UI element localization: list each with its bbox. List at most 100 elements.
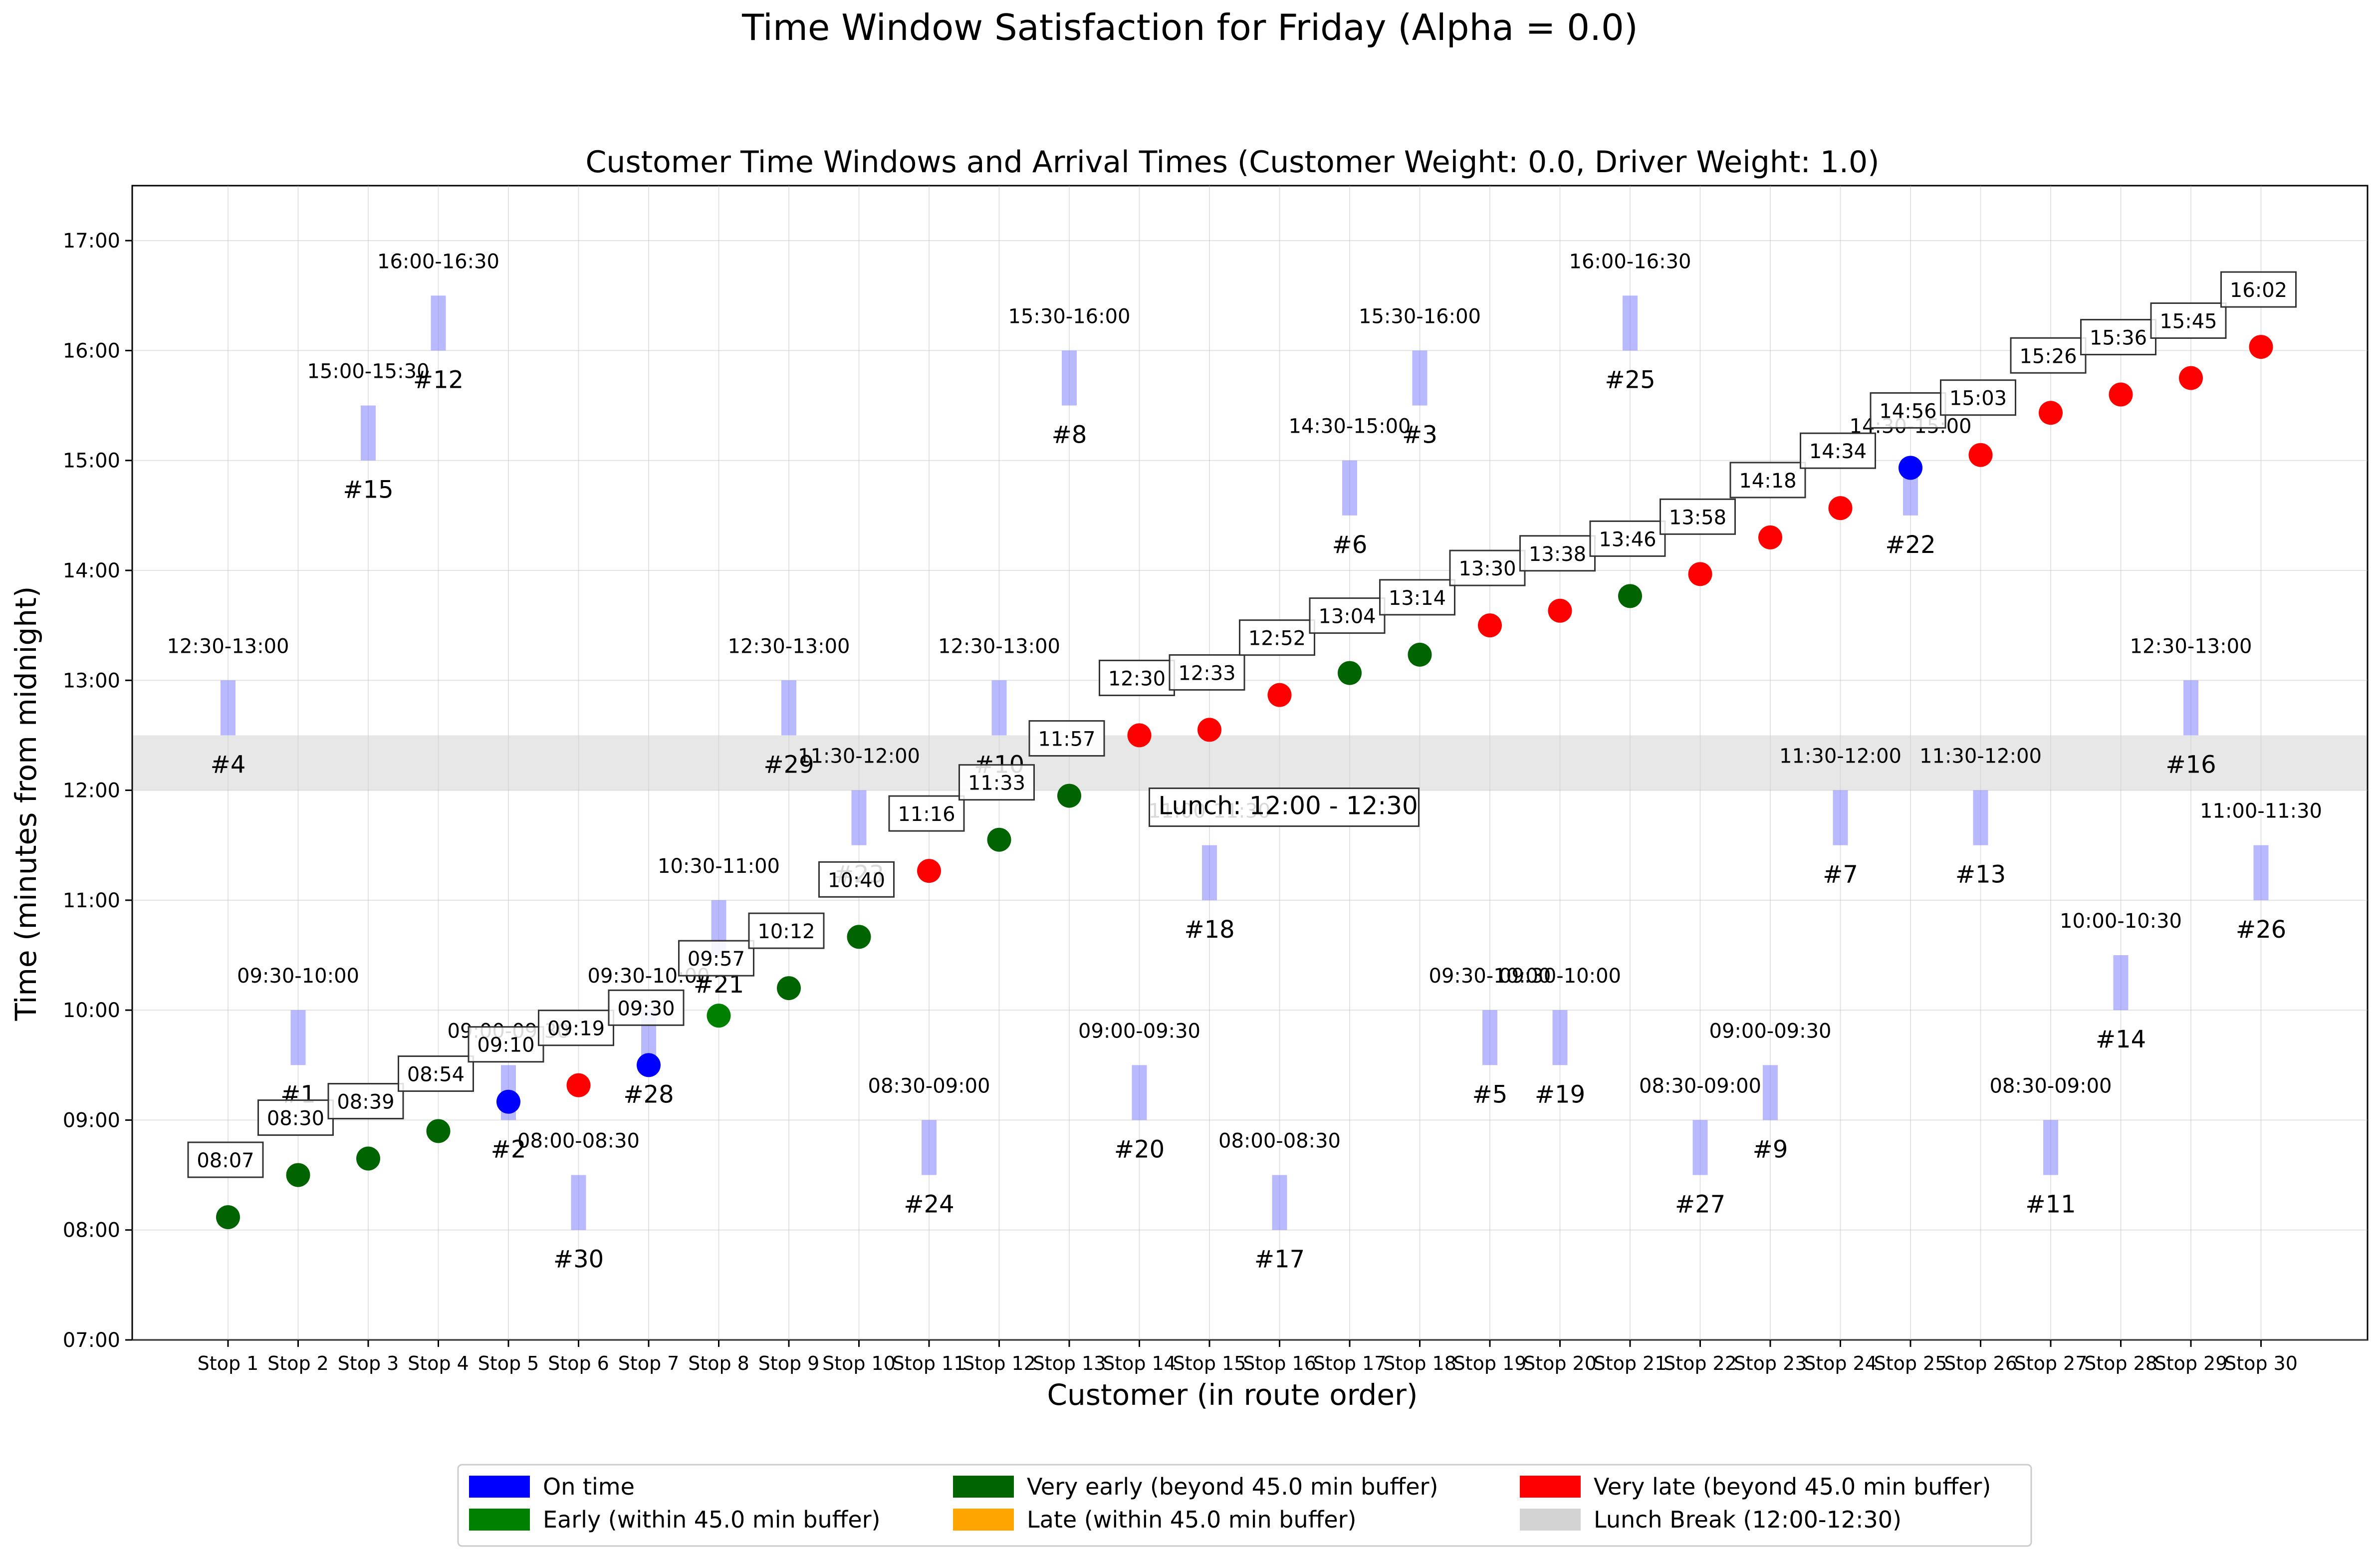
x-tick-label: Stop 2 xyxy=(267,1352,329,1374)
x-tick-label: Stop 18 xyxy=(1383,1352,1456,1374)
arrival-point xyxy=(1478,613,1502,638)
time-window-bar xyxy=(2253,845,2269,900)
arrival-time-label: 08:39 xyxy=(337,1091,394,1114)
customer-id-label: #17 xyxy=(1254,1246,1305,1274)
x-tick-label: Stop 6 xyxy=(548,1352,609,1374)
time-window-label: 09:00-09:30 xyxy=(1078,1020,1200,1042)
customer-id-label: #8 xyxy=(1052,421,1087,449)
arrival-point xyxy=(1057,783,1081,808)
arrival-time-box xyxy=(678,940,754,977)
arrival-time-label: 11:57 xyxy=(1038,728,1095,751)
legend-label: Very late (beyond 45.0 min buffer) xyxy=(1594,1473,1991,1500)
time-window-label: 15:30-16:00 xyxy=(1359,305,1481,328)
x-tick-label: Stop 29 xyxy=(2154,1352,2228,1374)
legend-label: Late (within 45.0 min buffer) xyxy=(1027,1506,1357,1533)
legend-frame xyxy=(457,1464,2032,1547)
y-tick-label: 07:00 xyxy=(63,1329,120,1352)
legend-swatch xyxy=(469,1509,530,1531)
customer-id-label: #11 xyxy=(2025,1191,2076,1219)
y-tick-label: 13:00 xyxy=(63,669,120,692)
arrival-point xyxy=(1758,525,1782,549)
x-tick-label: Stop 25 xyxy=(1874,1352,1947,1374)
arrival-point xyxy=(2249,335,2273,359)
arrival-point xyxy=(286,1163,310,1187)
customer-id-label: #18 xyxy=(1184,916,1234,944)
arrival-point xyxy=(426,1119,451,1143)
y-tick-label: 11:00 xyxy=(63,889,120,912)
arrival-time-label: 09:30 xyxy=(617,997,675,1020)
legend-swatch xyxy=(953,1476,1014,1498)
customer-id-label: #27 xyxy=(1675,1191,1725,1219)
arrival-point xyxy=(707,1004,731,1028)
arrival-time-label: 16:02 xyxy=(2230,279,2287,302)
legend-label: Early (within 45.0 min buffer) xyxy=(543,1506,881,1533)
arrival-time-label: 13:38 xyxy=(1529,543,1586,566)
customer-id-label: #30 xyxy=(553,1246,604,1274)
legend-label: Lunch Break (12:00-12:30) xyxy=(1594,1506,1902,1533)
customer-id-label: #14 xyxy=(2096,1026,2146,1053)
x-axis-label: Customer (in route order) xyxy=(1047,1378,1418,1412)
time-window-bar xyxy=(781,680,796,736)
arrival-point xyxy=(566,1073,591,1097)
x-tick-label: Stop 1 xyxy=(198,1352,259,1374)
x-tick-label: Stop 17 xyxy=(1313,1352,1387,1374)
arrival-time-box xyxy=(1379,579,1455,616)
time-window-label: 10:30-11:00 xyxy=(658,855,780,878)
arrival-time-box xyxy=(748,912,825,949)
time-window-bar xyxy=(1623,295,1638,351)
arrival-time-label: 10:12 xyxy=(757,920,815,943)
arrival-point xyxy=(917,859,941,883)
time-window-label: 14:30-15:00 xyxy=(1289,415,1411,438)
customer-id-label: #4 xyxy=(211,751,246,779)
time-window-bar xyxy=(991,680,1007,736)
time-window-bar xyxy=(1342,460,1357,516)
time-window-label: 11:30-12:00 xyxy=(798,745,920,768)
time-window-bar xyxy=(571,1175,586,1230)
legend-swatch xyxy=(1520,1476,1581,1498)
customer-id-label: #25 xyxy=(1605,366,1655,394)
customer-id-label: #5 xyxy=(1472,1080,1508,1108)
y-tick-label: 12:00 xyxy=(63,780,120,802)
arrival-point xyxy=(496,1089,520,1114)
customer-id-label: #6 xyxy=(1332,531,1368,559)
legend-label: Very early (beyond 45.0 min buffer) xyxy=(1027,1473,1438,1500)
time-window-label: 08:00-08:30 xyxy=(1218,1130,1341,1153)
arrival-point xyxy=(1267,683,1292,707)
arrival-time-label: 09:10 xyxy=(477,1034,534,1057)
arrival-point xyxy=(2109,382,2133,407)
time-window-label: 16:00-16:30 xyxy=(377,250,499,273)
arrival-time-box xyxy=(327,1083,404,1120)
arrival-point xyxy=(1127,723,1152,748)
time-window-bar xyxy=(1552,1010,1568,1065)
customer-id-label: #13 xyxy=(1955,861,2006,889)
x-tick-label: Stop 4 xyxy=(408,1352,469,1374)
lunch-label-box xyxy=(1149,787,1420,827)
arrival-time-box xyxy=(1660,498,1736,535)
time-window-label: 09:30-10:00 xyxy=(1429,965,1551,988)
arrival-time-box xyxy=(2150,302,2227,339)
x-tick-label: Stop 28 xyxy=(2084,1352,2157,1374)
arrival-time-box xyxy=(1589,520,1666,557)
time-window-label: 12:30-13:00 xyxy=(728,635,850,658)
arrival-point xyxy=(777,976,801,1001)
arrival-time-label: 09:57 xyxy=(688,948,745,971)
arrival-time-label: 12:33 xyxy=(1178,662,1235,685)
customer-id-label: #19 xyxy=(1535,1080,1585,1108)
y-tick-label: 15:00 xyxy=(63,450,120,473)
arrival-point xyxy=(1899,456,1922,480)
arrival-point xyxy=(216,1205,240,1230)
arrival-time-label: 13:04 xyxy=(1318,605,1376,628)
lunch-band xyxy=(133,735,2367,790)
x-tick-label: Stop 14 xyxy=(1103,1352,1176,1374)
arrival-time-box xyxy=(2080,319,2156,356)
y-tick-label: 08:00 xyxy=(63,1219,120,1242)
arrival-point xyxy=(847,925,871,949)
customer-id-label: #12 xyxy=(413,366,464,394)
chart-title: Customer Time Windows and Arrival Times … xyxy=(585,145,1879,180)
arrival-time-box xyxy=(888,795,965,832)
lunch-label: Lunch: 12:00 - 12:30 xyxy=(1159,791,1418,820)
time-window-bar xyxy=(922,1120,937,1175)
plot-area: 07:00 08:00 09:00 10:00 11:00 12:00 13:00 14:00… xyxy=(63,185,2369,1374)
time-window-bar xyxy=(2183,680,2198,736)
